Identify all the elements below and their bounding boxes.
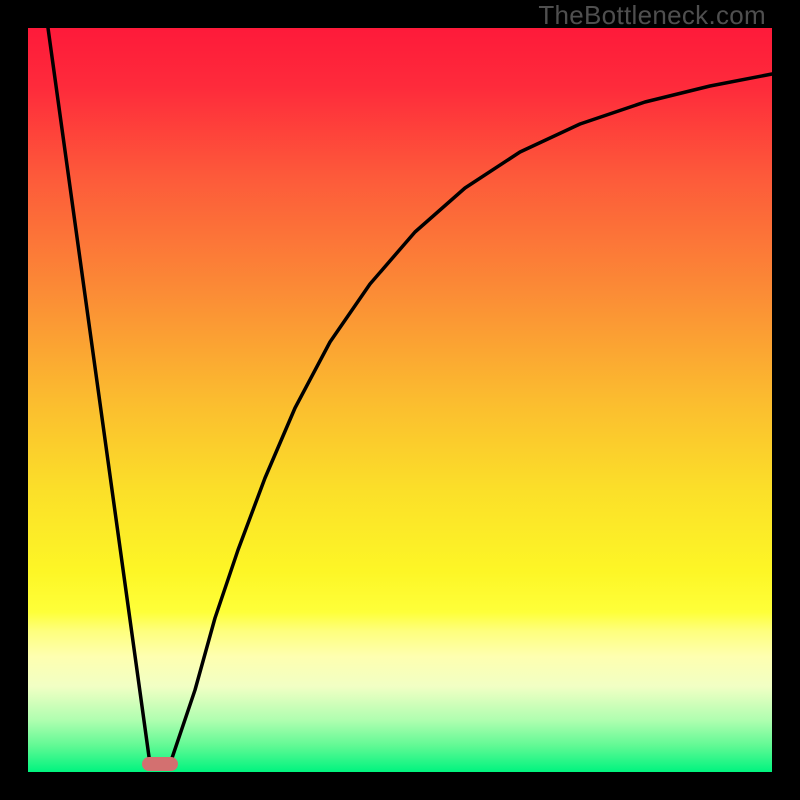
chart-border-right bbox=[772, 0, 800, 800]
chart-border-left bbox=[0, 0, 28, 800]
bottleneck-curve bbox=[0, 0, 800, 800]
chart-canvas: TheBottleneck.com bbox=[0, 0, 800, 800]
optimal-marker-pill bbox=[142, 757, 178, 771]
curve-line bbox=[48, 28, 772, 764]
chart-border-bottom bbox=[0, 772, 800, 800]
watermark-text: TheBottleneck.com bbox=[538, 0, 766, 31]
